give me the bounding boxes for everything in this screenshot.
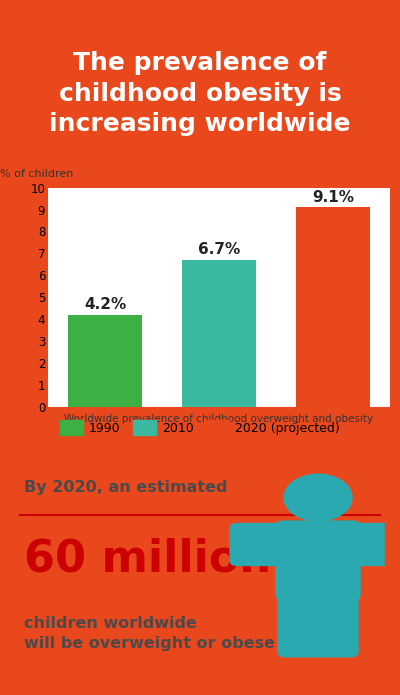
Text: By 2020, an estimated: By 2020, an estimated (24, 480, 228, 496)
Text: children worldwide
will be overweight or obese: children worldwide will be overweight or… (24, 616, 275, 651)
FancyBboxPatch shape (348, 523, 400, 566)
FancyBboxPatch shape (312, 593, 358, 657)
Bar (68, 315, 142, 407)
Text: 9.1%: 9.1% (312, 190, 354, 205)
Text: 6.7%: 6.7% (198, 243, 240, 257)
X-axis label: Worldwide prevalence of childhood overweight and obesity: Worldwide prevalence of childhood overwe… (64, 414, 374, 423)
FancyBboxPatch shape (230, 523, 288, 566)
Text: % of children: % of children (0, 169, 74, 179)
Text: 60 million: 60 million (24, 538, 271, 581)
Bar (182, 260, 256, 407)
Bar (296, 207, 370, 407)
Bar (385, 448, 400, 695)
Bar (0, 448, 15, 695)
Text: The prevalence of
childhood obesity is
increasing worldwide: The prevalence of childhood obesity is i… (49, 51, 351, 136)
FancyBboxPatch shape (278, 593, 324, 657)
Text: 4.2%: 4.2% (84, 297, 126, 312)
Ellipse shape (284, 474, 352, 521)
Legend: 1990, 2010, 2020 (projected): 1990, 2010, 2020 (projected) (55, 415, 345, 440)
FancyBboxPatch shape (276, 521, 360, 600)
